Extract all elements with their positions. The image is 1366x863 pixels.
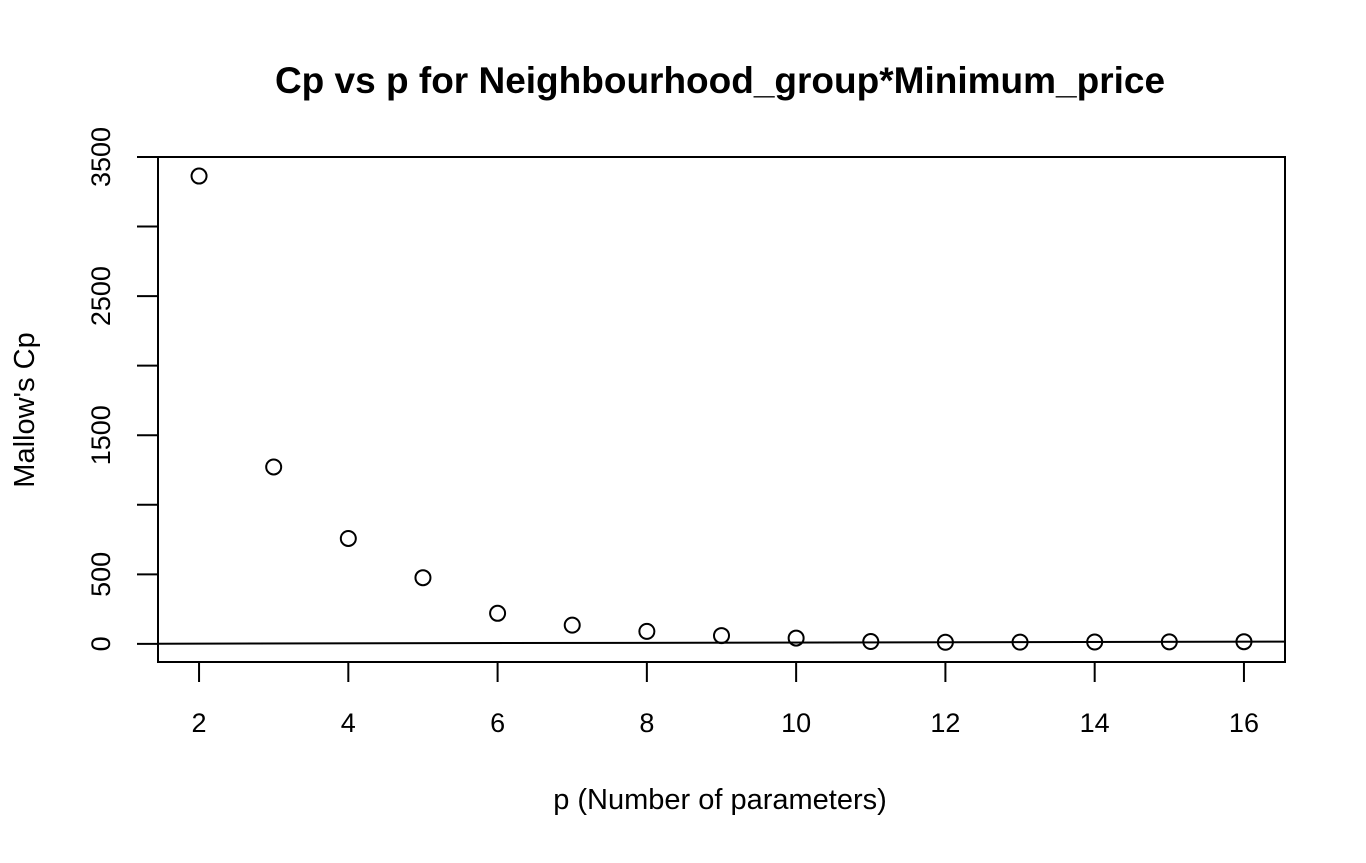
data-point xyxy=(1235,633,1253,651)
data-point xyxy=(1086,633,1104,651)
y-tick-label: 3500 xyxy=(86,127,116,187)
data-point xyxy=(489,604,507,622)
data-point xyxy=(414,569,432,587)
plot-frame xyxy=(157,156,1286,663)
data-point xyxy=(638,622,656,640)
y-tick-label: 500 xyxy=(86,552,116,597)
x-tick-label: 8 xyxy=(639,708,654,738)
y-axis-label: Mallow's Cp xyxy=(9,332,41,487)
x-axis-label: p (Number of parameters) xyxy=(553,784,887,816)
y-tick-label: 1500 xyxy=(86,405,116,465)
x-tick-label: 10 xyxy=(781,708,811,738)
data-point xyxy=(862,633,880,651)
data-point xyxy=(265,458,283,476)
x-tick-label: 6 xyxy=(490,708,505,738)
data-point xyxy=(713,627,730,645)
y-tick-label: 0 xyxy=(86,636,116,651)
data-point xyxy=(1011,633,1029,651)
x-tick-label: 12 xyxy=(930,708,960,738)
plot-area: 2 4 6 8 10 12 14 16 0 500 1500 2500 3500 xyxy=(86,127,1286,738)
x-tick-label: 2 xyxy=(192,708,207,738)
data-point xyxy=(563,616,581,634)
data-point xyxy=(339,529,357,547)
data-point xyxy=(936,633,954,651)
chart-title: Cp vs p for Neighbourhood_group*Minimum_… xyxy=(275,60,1165,101)
x-tick-label: 14 xyxy=(1080,708,1110,738)
data-point xyxy=(190,167,208,185)
x-tick-label: 16 xyxy=(1229,708,1259,738)
y-tick-label: 2500 xyxy=(86,266,116,326)
x-tick-label: 4 xyxy=(341,708,356,738)
data-point xyxy=(1160,633,1178,651)
data-point xyxy=(787,629,805,647)
